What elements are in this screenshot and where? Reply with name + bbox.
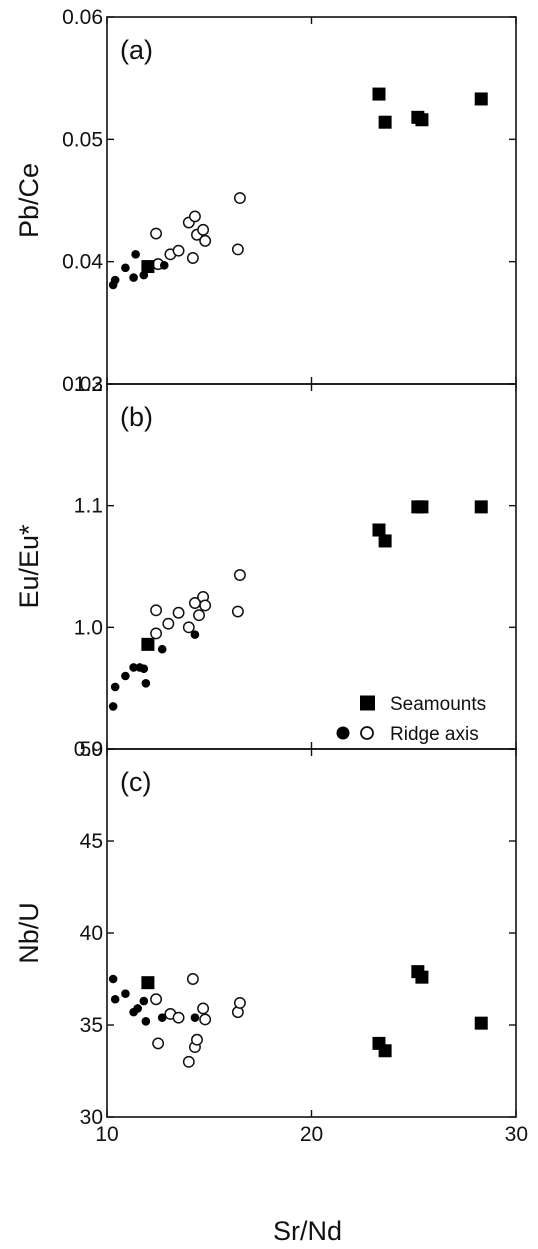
panel-c: 30 35 40 45 50 10 20 30 Sr/Nd Nb/U (c) (14, 738, 528, 1246)
y-tick-label: 1.0 (74, 616, 103, 639)
seamount-point (415, 113, 429, 127)
ridge-axis-filled-point (141, 1017, 151, 1026)
ridge-axis-open-point (182, 1055, 195, 1068)
y-tick-label: 0.03 (62, 373, 103, 396)
ridge-axis-filled-point (108, 702, 118, 711)
ridge-axis-filled-point (157, 644, 167, 654)
ridge-axis-filled-point (129, 273, 138, 282)
legend-open-circle-marker (360, 726, 374, 740)
ridge-axis-filled-point (121, 989, 130, 999)
ridge-axis-open-point (233, 192, 246, 205)
legend-label: Ridge axis (390, 724, 479, 745)
ridge-axis-open-point (186, 252, 199, 264)
ridge-axis-filled-point (139, 664, 149, 673)
y-tick-label: 1.2 (74, 373, 103, 396)
ridge-axis-filled-point (110, 275, 120, 285)
ridge-axis-open-point (199, 234, 212, 247)
ridge-axis-open-point (182, 621, 195, 634)
ridge-axis-filled-point (159, 261, 169, 270)
y-tick-label: 40 (80, 922, 103, 945)
y-tick-label: 35 (80, 1014, 103, 1037)
seamount-point (372, 523, 386, 537)
plot-frame (106, 748, 517, 1118)
plot-frame (106, 16, 517, 385)
ridge-axis-open-point (162, 617, 175, 630)
ridge-axis-open-point (233, 569, 246, 581)
y-tick-label: 50 (80, 738, 103, 761)
ridge-axis-open-point (172, 1011, 185, 1024)
legend: Seamounts Ridge axis (336, 694, 486, 745)
ridge-axis-filled-point (121, 671, 130, 681)
ridge-axis-open-point (199, 1013, 212, 1026)
seamount-point (141, 976, 155, 990)
ridge-axis-filled-point (129, 663, 138, 672)
ridge-axis-filled-point (139, 996, 149, 1006)
y-axis-title: Eu/Eu* (14, 524, 44, 609)
y-tick-label: 45 (80, 830, 103, 853)
ridge-axis-open-point (233, 996, 246, 1009)
seamount-point (141, 637, 155, 651)
seamount-point (474, 1016, 488, 1030)
x-tick-label: 10 (95, 1123, 118, 1146)
seamount-point (415, 500, 429, 514)
ridge-axis-open-point (150, 604, 163, 617)
ridge-axis-open-point (197, 223, 210, 236)
ridge-axis-open-point (172, 606, 185, 619)
ridge-axis-open-point (231, 243, 244, 256)
y-axis-title: Nb/U (14, 902, 44, 964)
panel-label: (a) (120, 35, 153, 65)
seamount-point (141, 260, 155, 274)
ridge-axis-filled-point (110, 682, 120, 692)
y-tick-label: 0.06 (62, 6, 103, 29)
panel-a: 0.03 0.04 0.05 0.06 Pb/Ce (a) (14, 6, 517, 396)
ridge-axis-open-point (231, 605, 244, 618)
ridge-axis-open-point (191, 1033, 203, 1046)
legend-filled-circle-marker (336, 726, 350, 740)
seamount-point (474, 500, 488, 514)
ridge-axis-filled-point (157, 1013, 167, 1022)
ridge-axis-open-point (172, 244, 185, 257)
seamount-point (415, 970, 429, 984)
y-tick-label: 30 (80, 1106, 103, 1129)
ridge-axis-open-point (193, 609, 205, 622)
ridge-axis-open-point (197, 1002, 210, 1015)
panel-label: (c) (120, 767, 151, 797)
y-tick-label: 0.04 (62, 251, 103, 274)
y-tick-label: 1.1 (74, 495, 103, 518)
legend-square-marker (360, 695, 375, 711)
panel-b: 0.9 1.0 1.1 1.2 Eu/Eu* (b) Seamounts Ridge axis (14, 373, 517, 761)
y-tick-label: 0.9 (74, 738, 103, 761)
ridge-axis-filled-point (108, 974, 118, 984)
ridge-axis-filled-point (141, 679, 151, 688)
seamount-point (378, 1044, 392, 1058)
x-tick-label: 30 (505, 1123, 528, 1146)
ridge-axis-open-point (150, 627, 163, 640)
ridge-axis-filled-point (121, 263, 130, 273)
seamount-point (474, 92, 488, 106)
legend-label: Seamounts (390, 694, 486, 715)
y-axis-title: Pb/Ce (14, 163, 44, 238)
seamount-point (378, 115, 392, 129)
x-axis-title: Sr/Nd (273, 1216, 342, 1246)
ridge-axis-open-point (186, 973, 199, 985)
ridge-axis-filled-point (131, 250, 140, 259)
seamount-point (378, 534, 392, 548)
ridge-axis-open-point (199, 599, 212, 612)
y-tick-label: 0.05 (62, 128, 103, 151)
seamount-point (372, 87, 386, 101)
ridge-axis-filled-point (133, 1004, 142, 1013)
x-tick-label: 20 (300, 1123, 323, 1146)
panel-label: (b) (120, 402, 153, 432)
ridge-axis-filled-point (190, 1013, 200, 1022)
ridge-axis-open-point (152, 1037, 165, 1050)
ridge-axis-filled-point (190, 630, 200, 639)
ridge-axis-open-point (150, 227, 163, 240)
ridge-axis-open-point (150, 993, 163, 1006)
ridge-axis-open-point (188, 210, 201, 223)
ridge-axis-filled-point (110, 994, 120, 1004)
